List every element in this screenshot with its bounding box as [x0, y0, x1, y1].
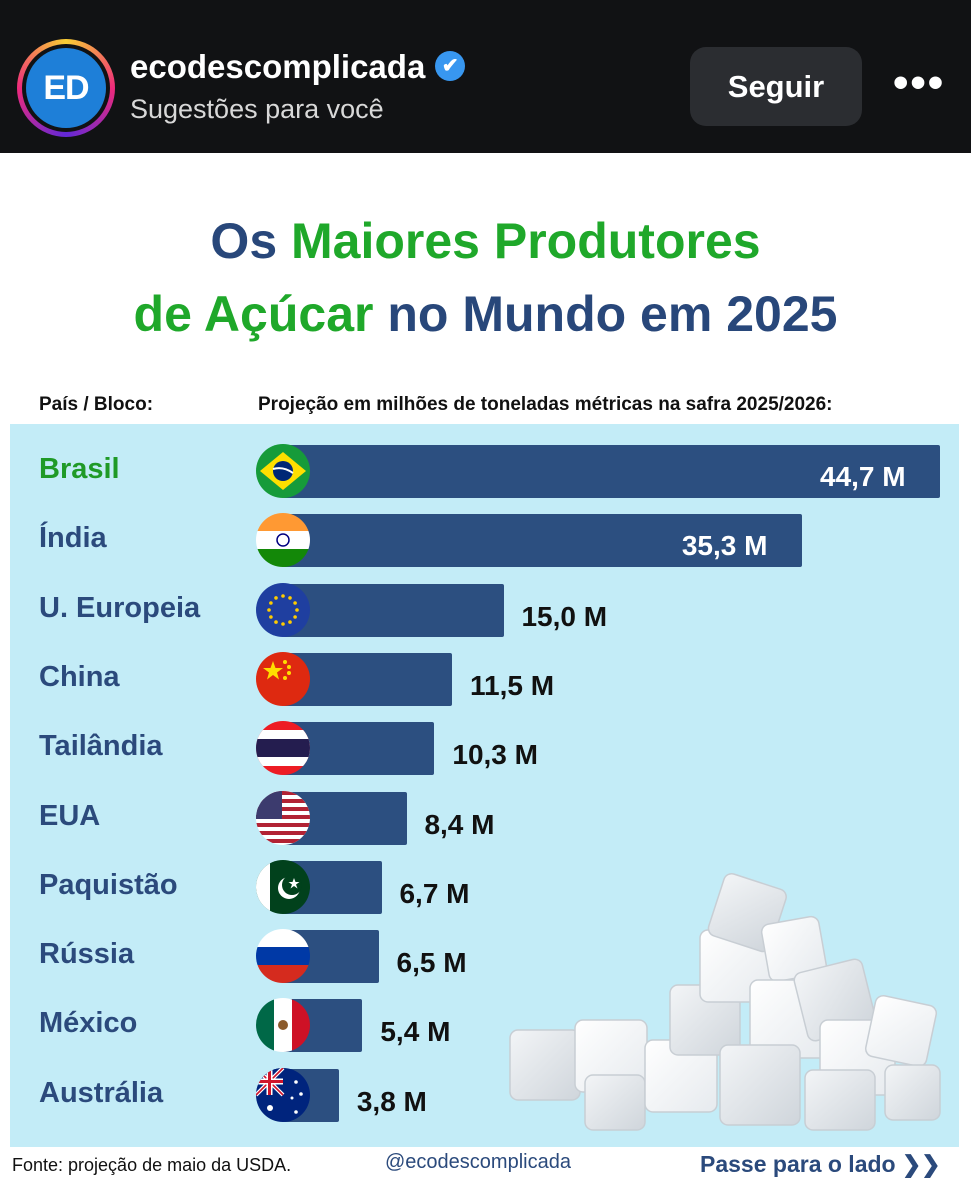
column-header-country: País / Bloco: — [39, 394, 154, 415]
value-label: 5,4 M — [380, 1016, 451, 1048]
avatar-frame: ED — [22, 44, 110, 132]
title-part: no Mundo em 2025 — [373, 286, 838, 342]
usa-flag-icon — [256, 790, 310, 845]
username-text[interactable]: ecodescomplicada — [130, 48, 426, 85]
suggestion-subtext: Sugestões para você — [130, 94, 384, 124]
brazil-flag-icon — [256, 444, 310, 498]
australia-flag-icon — [256, 1067, 310, 1122]
category-label: Tailândia — [39, 730, 163, 763]
username-link[interactable]: ecodescomplicada ✔ — [130, 48, 466, 86]
avatar[interactable]: ED — [17, 39, 115, 137]
eu-flag-icon — [256, 582, 310, 637]
value-label: 15,0 M — [521, 600, 608, 632]
category-label: Brasil — [39, 453, 120, 485]
value-label: 35,3 M — [681, 530, 768, 562]
more-options-icon[interactable]: ••• — [893, 58, 946, 107]
chart-title-line1: Os Maiores Produtores — [0, 212, 971, 270]
mexico-flag-icon — [256, 998, 310, 1053]
china-flag-icon — [256, 651, 310, 706]
category-label: Rússia — [39, 938, 135, 971]
bar — [283, 514, 802, 568]
verified-icon: ✔ — [435, 51, 466, 82]
bar — [283, 445, 940, 498]
india-flag-icon — [256, 513, 310, 568]
bar — [283, 583, 504, 637]
pakistan-flag-icon — [256, 859, 310, 914]
category-label: Paquistão — [39, 868, 178, 901]
swipe-next-hint[interactable]: Passe para o lado ❯❯ — [700, 1151, 941, 1177]
value-label: 10,3 M — [452, 739, 538, 771]
category-label: México — [39, 1007, 138, 1040]
value-label: 8,4 M — [424, 808, 495, 840]
bar — [283, 652, 452, 706]
avatar-initials: ED — [26, 48, 106, 128]
source-note: Fonte: projeção de maio da USDA. — [12, 1155, 292, 1175]
category-label: Índia — [39, 522, 107, 555]
column-header-values: Projeção em milhões de toneladas métrica… — [258, 394, 833, 415]
value-label: 11,5 M — [470, 669, 555, 701]
sugar-cubes-illustration — [509, 873, 941, 1131]
post-header: ED ecodescomplicada ✔ Sugestões para você… — [0, 0, 971, 153]
category-label: U. Europeia — [39, 591, 201, 624]
title-part-highlight: de Açúcar — [133, 286, 374, 342]
value-label: 6,7 M — [399, 877, 470, 909]
category-label: Austrália — [39, 1076, 164, 1109]
thailand-flag-icon — [256, 721, 310, 776]
russia-flag-icon — [256, 929, 310, 984]
value-label: 6,5 M — [396, 947, 467, 979]
title-part: Os — [210, 213, 292, 269]
chart-title-line2: de Açúcar no Mundo em 2025 — [0, 285, 971, 343]
handle-link[interactable]: @ecodescomplicada — [385, 1151, 571, 1173]
title-part-highlight: Maiores Produtores — [291, 213, 761, 269]
category-label: EUA — [39, 799, 101, 832]
category-label: China — [39, 660, 120, 693]
value-label: 3,8 M — [356, 1085, 427, 1117]
follow-button[interactable]: Seguir — [690, 47, 862, 126]
value-label: 44,7 M — [820, 461, 906, 492]
